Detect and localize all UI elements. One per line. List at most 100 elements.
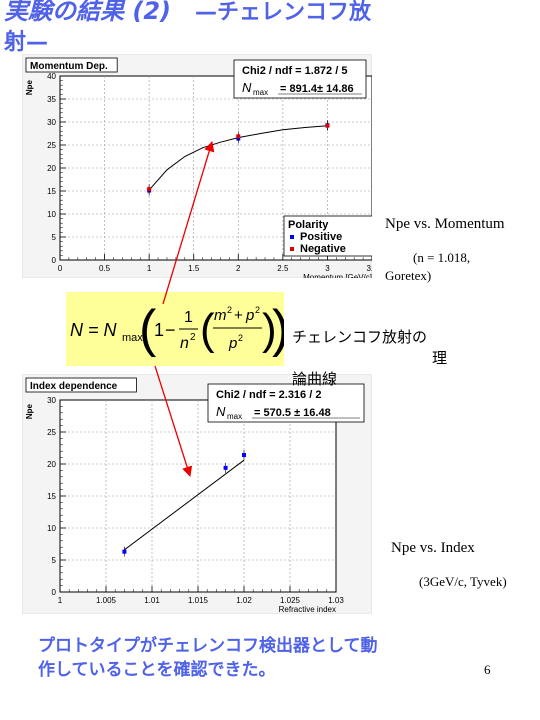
formula-m: m <box>214 307 227 324</box>
formula-one: 1 <box>154 320 164 340</box>
x-tick-label: 0 <box>58 264 63 273</box>
y-axis-label: Npe <box>25 79 34 95</box>
y-tick-label: 20 <box>47 164 56 173</box>
stats-n-label: N <box>242 80 252 95</box>
momentum-chart: 00.511.522.533.50510152025303540Momentum… <box>22 54 372 278</box>
conclusion-line1: プロトタイプがチェレンコフ検出器として動 <box>38 636 378 656</box>
x-tick-label: 0.5 <box>99 264 111 273</box>
data-point-negative <box>325 123 330 128</box>
y-tick-label: 10 <box>47 524 56 533</box>
index-chart: 1 1.005 1.01 1.015 1.02 1.025 1.03 0 5 10 15 20 25 30… <box>22 374 372 614</box>
y-tick-label: 10 <box>47 210 56 219</box>
formula-sub-max: max <box>122 332 143 344</box>
legend-swatch <box>290 247 294 251</box>
momentum-note-cond2: Goretex) <box>385 268 432 283</box>
legend-label: Positive <box>300 231 342 243</box>
formula-plus: + <box>234 307 243 324</box>
chart-title-box <box>25 57 118 73</box>
y-tick-label: 35 <box>47 95 56 104</box>
y-tick-label: 25 <box>47 428 56 437</box>
formula-paren-inner-right: ) <box>262 305 277 354</box>
theory-note-line1: チェレンコフ放射の <box>292 328 428 346</box>
formula-m-exp: 2 <box>227 305 232 315</box>
x-tick-label: 1.02 <box>236 596 252 605</box>
slide-title-line2: 射— <box>4 30 49 55</box>
formula-p-den: p <box>228 335 237 352</box>
legend-label: Negative <box>300 243 346 255</box>
x-tick-label: 1.015 <box>188 596 209 605</box>
slide-title-suffix: —チェレンコフ放 <box>195 0 372 25</box>
formula-frac-num: 1 <box>184 309 193 326</box>
x-tick-label: 3.5 <box>366 264 372 273</box>
stats-box <box>207 383 365 423</box>
formula-paren-left: ( <box>139 300 157 358</box>
x-tick-label: 1.01 <box>144 596 160 605</box>
y-tick-label: 25 <box>47 141 56 150</box>
legend-box <box>283 215 372 257</box>
formula-paren-inner-left: ( <box>200 305 215 354</box>
y-tick-label: 5 <box>52 556 57 565</box>
y-tick-label: 0 <box>52 256 57 265</box>
data-point-negative <box>236 134 241 139</box>
y-tick-label: 15 <box>47 187 56 196</box>
chart-title-box <box>25 377 137 393</box>
formula-minus: − <box>165 320 176 340</box>
y-tick-label: 30 <box>47 118 56 127</box>
stats-n-value: = 891.4± 14.86 <box>280 83 354 95</box>
fit-curve <box>124 459 245 551</box>
chart-title: Index dependence <box>30 381 118 392</box>
stats-n-sub: max <box>253 88 268 97</box>
data-point-index <box>242 453 246 458</box>
formula-lhs: N = N <box>70 320 118 340</box>
chart-title: Momentum Dep. <box>30 61 108 72</box>
x-axis-label: Momentum [GeV/c] <box>303 273 372 278</box>
legend-swatch <box>290 235 294 239</box>
y-tick-label: 20 <box>47 460 56 469</box>
data-point-index <box>122 549 127 554</box>
momentum-note-title: Npe vs. Momentum <box>385 216 505 232</box>
momentum-note-cond1: (n = 1.018, <box>413 250 471 265</box>
x-tick-label: 3 <box>325 264 330 273</box>
theory-note-line3: 論曲線 <box>292 370 338 388</box>
index-note-cond: (3GeV/c, Tyvek) <box>419 574 507 589</box>
x-tick-label: 2.5 <box>277 264 289 273</box>
formula-p-den-exp: 2 <box>238 333 243 343</box>
y-tick-label: 0 <box>52 588 57 597</box>
index-note-title: Npe vs. Index <box>391 540 475 556</box>
y-tick-label: 30 <box>47 396 56 405</box>
stats-chi2: Chi2 / ndf = 2.316 / 2 <box>216 389 321 401</box>
x-axis-label: Refractive index <box>279 605 336 614</box>
x-tick-label: 1 <box>147 264 152 273</box>
formula-box: N = N max ( 1 − 1 n 2 ( m 2 + p 2 p 2 ) … <box>66 292 289 366</box>
slide-title-main: 実験の結果 (2) <box>4 0 171 25</box>
y-axis-label: Npe <box>25 403 34 419</box>
slide-title: 実験の結果 (2) —チェレンコフ放 射— <box>4 0 534 60</box>
formula-den-exp: 2 <box>190 332 196 343</box>
stats-n-label: N <box>216 404 226 419</box>
page-number: 6 <box>484 662 491 677</box>
formula-p-exp: 2 <box>255 305 260 315</box>
x-tick-label: 1.5 <box>188 264 200 273</box>
data-point-negative <box>147 187 152 192</box>
x-tick-label: 1.025 <box>280 596 301 605</box>
x-tick-label: 1.03 <box>328 596 344 605</box>
x-tick-label: 1.005 <box>96 596 117 605</box>
formula-paren-right: ) <box>272 300 284 358</box>
theory-note-line2: 理 <box>432 349 448 367</box>
stats-chi2: Chi2 / ndf = 1.872 / 5 <box>242 65 347 77</box>
x-tick-label: 1 <box>58 596 63 605</box>
x-tick-label: 2 <box>236 264 241 273</box>
formula-graphic: N = N max ( 1 − 1 n 2 ( m 2 + p 2 p 2 ) … <box>70 300 289 358</box>
y-tick-label: 40 <box>47 72 56 81</box>
conclusion-text: プロトタイプがチェレンコフ検出器として動 作していることを確認できた。 <box>38 634 458 682</box>
formula-frac-den: n <box>180 335 189 352</box>
y-tick-label: 5 <box>52 233 57 242</box>
formula-p: p <box>245 307 254 324</box>
conclusion-line2: 作していることを確認できた。 <box>38 660 276 680</box>
legend-title: Polarity <box>288 219 329 231</box>
stats-n-sub: max <box>227 412 242 421</box>
stats-box <box>233 59 367 99</box>
y-tick-label: 15 <box>47 492 56 501</box>
stats-n-value: = 570.5 ± 16.48 <box>254 407 331 419</box>
data-point-index <box>223 465 228 470</box>
